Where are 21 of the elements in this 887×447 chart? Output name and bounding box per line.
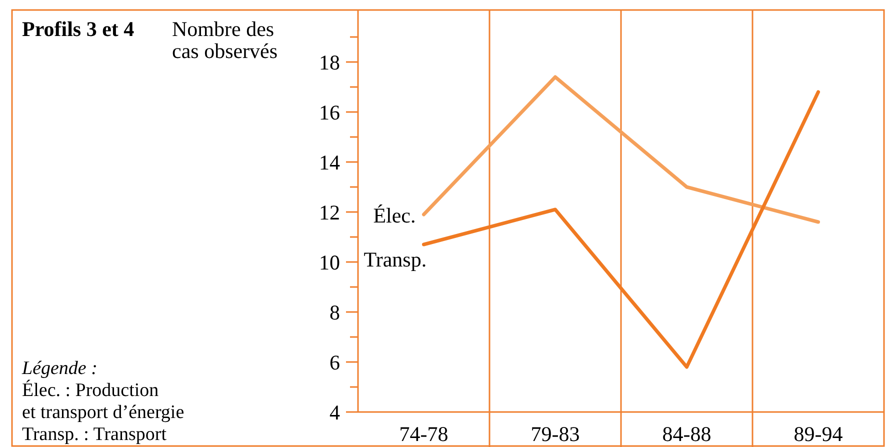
text: et transport d’énergie: [22, 402, 184, 423]
y-axis-title: Nombre des cas observés: [172, 17, 278, 63]
x-tick-label: 89-94: [794, 422, 844, 446]
y-tick-label: 12: [319, 200, 340, 224]
series-label: Transp.: [364, 248, 427, 272]
y-tick-label: 8: [330, 300, 340, 324]
y-tick-label: 6: [330, 350, 340, 374]
text: Profils 3 et 4: [22, 17, 135, 41]
text: Élec. : Production: [22, 379, 160, 401]
y-tick-label: 14: [319, 150, 340, 174]
y-tick-label: 4: [330, 400, 340, 424]
text: Légende :: [21, 358, 98, 379]
y-tick-label: 18: [319, 50, 340, 74]
x-tick-label: 84-88: [662, 422, 712, 446]
series-label: Élec.: [373, 204, 416, 228]
x-tick-label: 74-78: [399, 422, 448, 446]
x-tick-label: 79-83: [530, 422, 580, 446]
line-series: [422, 75, 820, 224]
text: Transp. : Transport: [22, 424, 168, 445]
y-tick-label: 10: [319, 250, 340, 274]
y-tick-label: 16: [319, 100, 340, 124]
